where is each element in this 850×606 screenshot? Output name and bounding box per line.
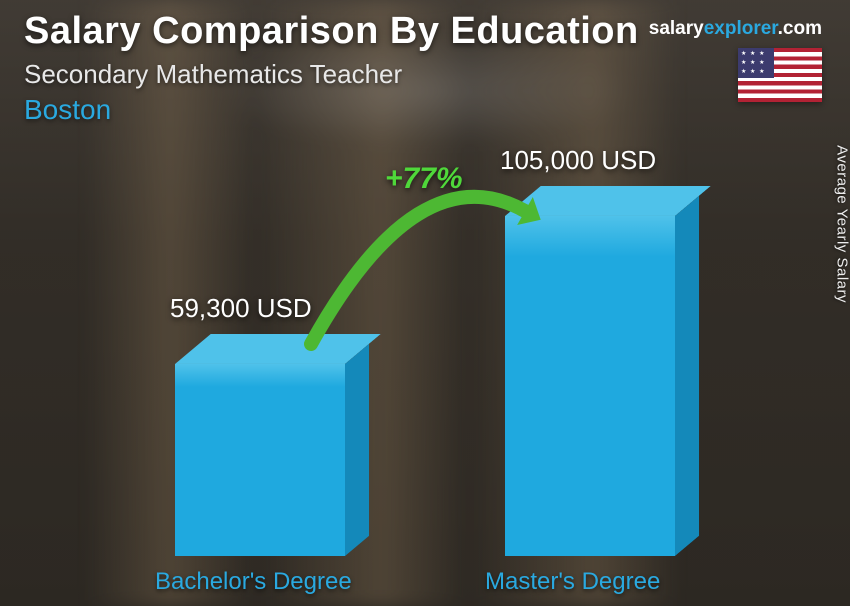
flag-icon	[738, 48, 822, 102]
bar-chart: 59,300 USDBachelor's Degree105,000 USDMa…	[0, 160, 850, 606]
brand-part2: explorer	[704, 18, 778, 39]
subtitle: Secondary Mathematics Teacher	[24, 59, 826, 90]
brand-part1: salary	[649, 18, 704, 39]
arrow-icon	[0, 160, 850, 606]
brand-logo: salaryexplorer.com	[649, 18, 822, 40]
location-label: Boston	[24, 94, 826, 126]
brand-part3: .com	[778, 18, 822, 39]
